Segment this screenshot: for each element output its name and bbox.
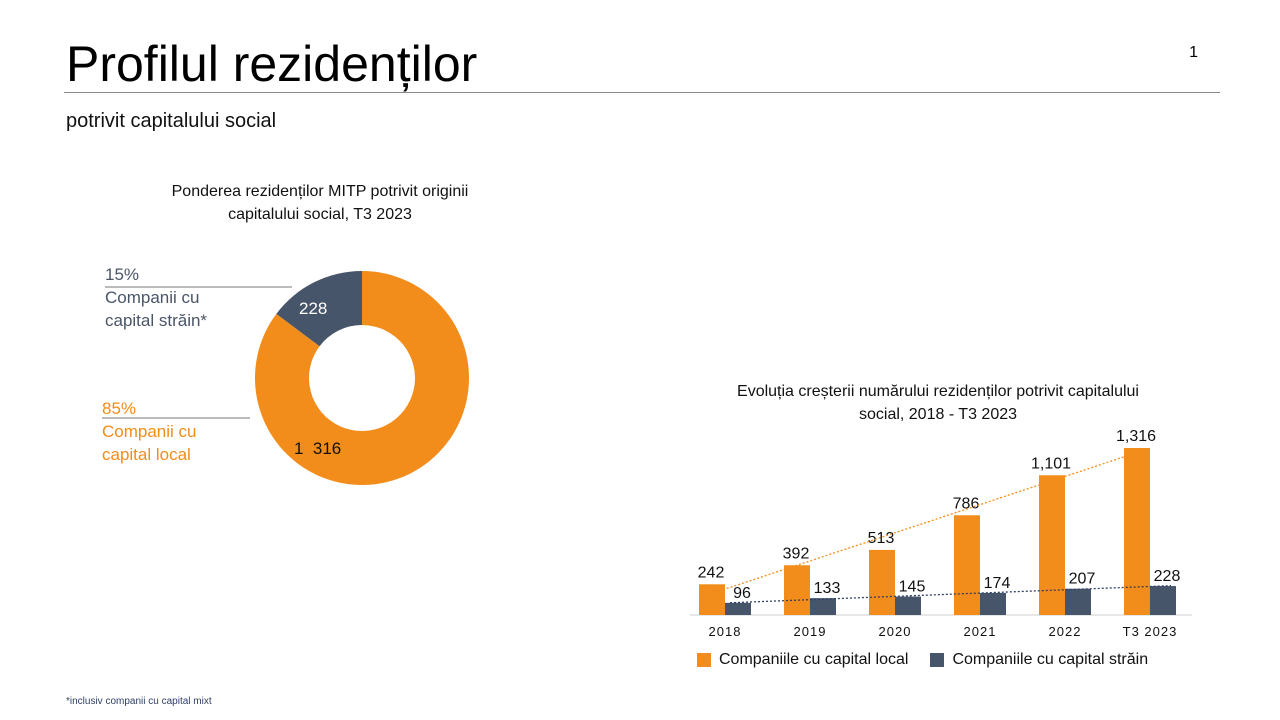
bar-local-2021 [954, 515, 980, 615]
bar-chart-legend: Companiile cu capital local Companiile c… [697, 651, 1148, 669]
data-label-foreign-2018: 96 [733, 585, 751, 602]
callout-foreign: 15% Companii cu capital străin* [105, 263, 207, 332]
callout-foreign-percent: 15% [105, 265, 140, 284]
legend-item-foreign: Companiile cu capital străin [930, 651, 1148, 669]
bar-foreign-T3-2023 [1150, 586, 1176, 615]
data-label-local-2018: 242 [698, 564, 725, 581]
title-divider [64, 92, 1220, 93]
callout-foreign-line1: Companii cu [105, 288, 200, 307]
bar-local-2019 [784, 565, 810, 615]
trendline-local [703, 449, 1146, 597]
callout-local-percent: 85% [102, 399, 137, 418]
donut-chart: 1 316 228 [102, 271, 469, 485]
data-label-local-2022: 1,101 [1031, 455, 1071, 472]
callout-local-line2: capital local [102, 445, 191, 464]
data-label-local-2019: 392 [783, 545, 810, 562]
page-number: 1 [1189, 44, 1198, 61]
bar-local-2018 [699, 584, 725, 615]
data-label-local-2020: 513 [868, 530, 895, 547]
bar-foreign-2020 [895, 596, 921, 615]
legend-swatch-foreign [930, 653, 945, 667]
data-label-foreign-T3-2023: 228 [1154, 568, 1181, 585]
data-label-foreign-2021: 174 [984, 575, 1011, 592]
bar-local-2022 [1039, 475, 1065, 615]
bar-foreign-2018 [725, 602, 751, 615]
x-tick-2018: 2018 [709, 624, 742, 639]
donut-label-foreign: 228 [299, 299, 327, 318]
footnote: *inclusiv companii cu capital mixt [66, 696, 212, 707]
bar-foreign-2019 [810, 598, 836, 615]
bar-local-2020 [869, 549, 895, 615]
legend-swatch-local [697, 653, 711, 667]
x-tick-2022: 2022 [1049, 624, 1082, 639]
donut-label-local: 1 316 [294, 439, 341, 458]
data-label-foreign-2020: 145 [899, 579, 926, 596]
data-label-foreign-2019: 133 [814, 580, 841, 597]
bar-foreign-2022 [1065, 588, 1091, 615]
callout-local-line1: Companii cu [102, 422, 197, 441]
x-tick-2021: 2021 [964, 624, 997, 639]
bar-local-T3-2023 [1124, 448, 1150, 615]
donut-slice-local [254, 271, 469, 485]
legend-item-local: Companiile cu capital local [697, 651, 908, 669]
page-subtitle: potrivit capitalului social [66, 110, 277, 132]
bar-chart-title: Evoluția creșterii numărului rezidențilo… [737, 383, 1139, 423]
donut-slice-foreign [276, 271, 362, 347]
page-title: Profilul rezidenților [66, 36, 478, 92]
data-label-foreign-2022: 207 [1069, 571, 1096, 588]
donut-chart-title: Ponderea rezidenților MITP potrivit orig… [171, 183, 469, 223]
callout-foreign-line2: capital străin* [105, 311, 208, 330]
legend-label-foreign: Companiile cu capital străin [952, 651, 1149, 668]
x-tick-2020: 2020 [879, 624, 912, 639]
x-tick-2019: 2019 [794, 624, 827, 639]
data-label-local-T3-2023: 1,316 [1116, 428, 1156, 445]
callout-local: 85% Companii cu capital local [102, 397, 197, 466]
x-tick-T3-2023: T3 2023 [1123, 624, 1178, 639]
bar-foreign-2021 [980, 592, 1006, 615]
legend-label-local: Companiile cu capital local [719, 651, 909, 668]
trendline-foreign [729, 584, 1172, 604]
data-label-local-2021: 786 [953, 495, 980, 512]
